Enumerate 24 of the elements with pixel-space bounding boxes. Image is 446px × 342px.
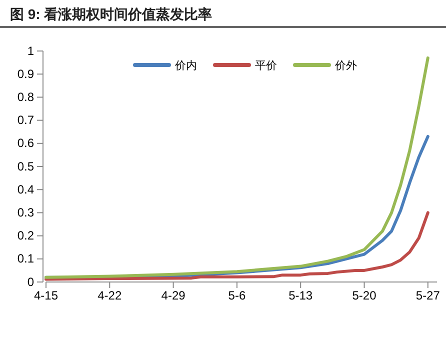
x-tick-label: 4-22 [98,288,122,303]
y-tick-label: 0.4 [17,182,34,196]
legend-label: 价内 [174,59,197,72]
y-tick-label: 0.5 [17,159,34,174]
x-tick-label: 4-29 [161,288,186,303]
y-tick-label: 1 [27,44,34,58]
y-tick-label: 0.7 [17,113,34,128]
x-tick-label: 5-6 [228,288,246,303]
chart-title: 图 9: 看涨期权时间价值蒸发比率 [10,6,212,22]
legend-label: 平价 [255,60,277,72]
x-tick-label: 5-13 [288,288,313,303]
y-tick-label: 0.6 [17,136,34,150]
line-series [44,211,430,281]
x-tick-label: 4-15 [34,288,58,303]
legend-label: 价外 [334,60,357,72]
y-tick-label: 0 [27,274,34,289]
y-tick-label: 0.3 [17,206,34,220]
line-series [44,56,430,279]
y-tick-label: 0.9 [17,66,34,81]
x-tick-label: 5-27 [416,288,440,303]
y-tick-label: 0.1 [17,252,34,266]
y-tick-label: 0.2 [17,228,34,243]
y-tick-label: 0.8 [17,90,34,104]
x-tick-label: 5-20 [352,288,377,303]
